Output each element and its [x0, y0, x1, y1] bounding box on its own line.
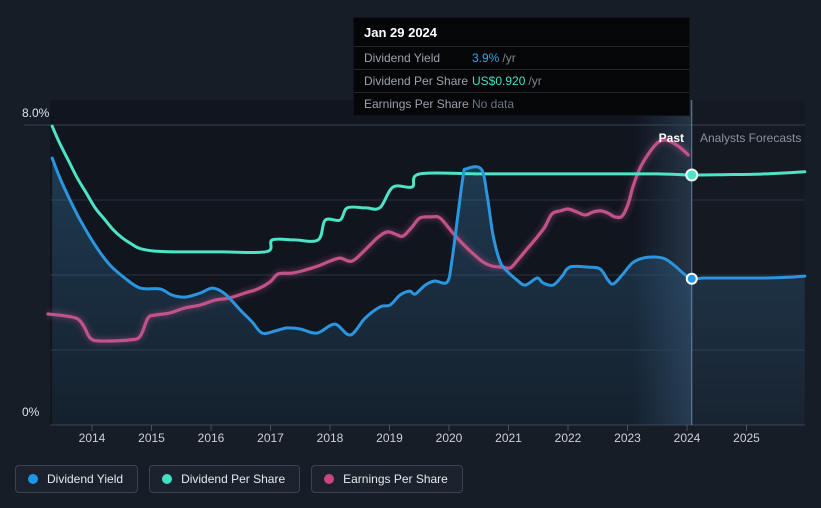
- y-axis-label-top: 8.0%: [22, 106, 50, 120]
- dividend-yield-marker[interactable]: [685, 272, 698, 285]
- tooltip-date: Jan 29 2024: [364, 25, 438, 40]
- dividend-per-share-marker[interactable]: [685, 168, 699, 182]
- legend-item-dividend-yield[interactable]: Dividend Yield: [15, 465, 139, 493]
- year-label-2016: 2016: [197, 431, 225, 445]
- year-label-2015: 2015: [138, 431, 165, 445]
- tooltip-row-unit: /yr: [528, 74, 542, 88]
- tooltip-row-value: 3.9%: [472, 51, 500, 65]
- tooltip-row-3: Earnings Per Share No data: [354, 92, 689, 115]
- year-label-2022: 2022: [554, 431, 582, 445]
- tooltip-row-value: US$0.920: [472, 74, 526, 88]
- tooltip-row-label: Dividend Per Share: [364, 74, 469, 88]
- legend-item-earnings-per-share[interactable]: Earnings Per Share: [311, 465, 463, 493]
- tooltip-row-value: No data: [472, 97, 515, 111]
- legend-label: Dividend Yield: [47, 472, 124, 486]
- legend-dot-icon: [28, 474, 38, 484]
- legend-item-dividend-per-share[interactable]: Dividend Per Share: [149, 465, 301, 493]
- year-label-2023: 2023: [614, 431, 641, 445]
- legend-label: Earnings Per Share: [343, 472, 448, 486]
- legend-dot-icon: [324, 474, 335, 484]
- year-label-2014: 2014: [78, 431, 106, 445]
- legend-label: Dividend Per Share: [181, 472, 286, 486]
- year-label-2019: 2019: [376, 431, 403, 445]
- tooltip-row-1: Dividend Yield 3.9%/yr: [354, 46, 689, 69]
- dividend-yield-area: [52, 158, 805, 425]
- y-axis-label-bottom: 0%: [22, 405, 40, 419]
- dividend-per-share-line: [50, 124, 807, 255]
- tooltip-row-2: Dividend Per Share US$0.920/yr: [354, 69, 689, 92]
- tooltip-row-label: Dividend Yield: [364, 51, 441, 65]
- chart-tooltip: Jan 29 2024 Dividend Yield 3.9%/yr Dividen…: [353, 17, 690, 116]
- tooltip-row-label: Earnings Per Share: [364, 97, 469, 111]
- analysts-forecasts-label: Analysts Forecasts: [700, 131, 802, 145]
- chart-legend: Dividend Yield Dividend Per Share Earnings…: [15, 465, 463, 493]
- year-label-2018: 2018: [316, 431, 344, 445]
- year-label-2017: 2017: [257, 431, 284, 445]
- year-label-2025: 2025: [733, 431, 760, 445]
- year-label-2021: 2021: [495, 431, 522, 445]
- earnings-per-share-line: [46, 138, 690, 343]
- year-label-2020: 2020: [435, 431, 463, 445]
- dividend-yield-line: [50, 156, 807, 337]
- legend-dot-icon: [162, 474, 173, 484]
- tooltip-row-unit: /yr: [502, 51, 516, 65]
- past-label: Past: [658, 131, 684, 145]
- year-label-2024: 2024: [673, 431, 701, 445]
